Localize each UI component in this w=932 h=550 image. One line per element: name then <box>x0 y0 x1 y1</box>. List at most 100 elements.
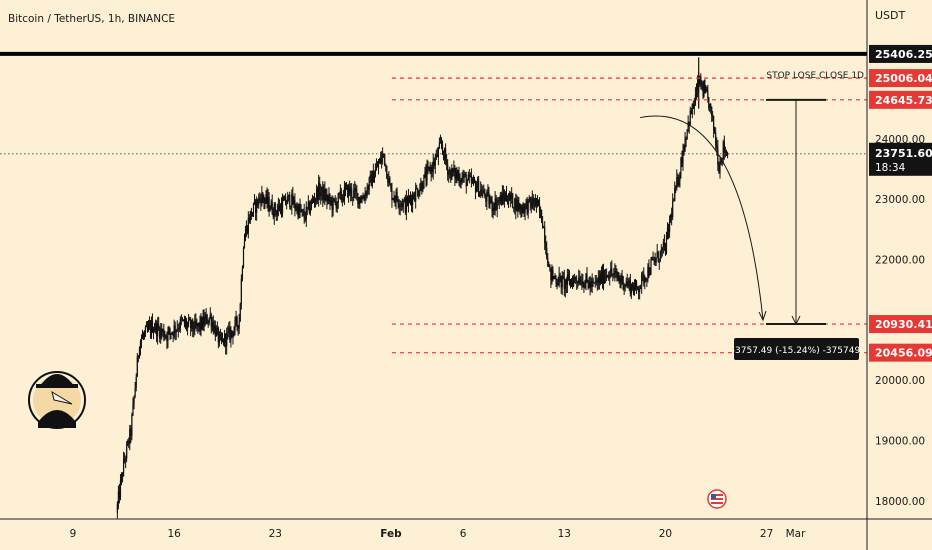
current-price-label-box <box>869 142 932 176</box>
candle-body <box>249 211 251 222</box>
candle-body <box>557 283 559 286</box>
candle-body <box>397 199 399 205</box>
candle-body <box>647 266 649 280</box>
price-level-label-box <box>869 69 932 88</box>
candle-body <box>486 191 488 202</box>
candle-body <box>344 187 347 189</box>
candle-body <box>300 211 302 212</box>
candle-body <box>420 182 422 190</box>
candle-body <box>371 171 373 186</box>
candle-body <box>650 259 652 273</box>
candle-body <box>361 198 363 203</box>
candle-body <box>588 283 590 289</box>
time-axis[interactable]: 9 16 23 Feb 6 13 20 27 Mar <box>70 528 806 540</box>
candle-body <box>172 332 174 336</box>
candle-body <box>239 303 241 322</box>
candle-body <box>226 332 228 347</box>
flag-icon <box>707 489 727 509</box>
candle-body <box>460 181 462 183</box>
candle-body <box>658 260 660 262</box>
price-level-label-box <box>869 90 932 109</box>
candle-body <box>404 198 406 213</box>
candle-body <box>628 280 630 283</box>
candle-body <box>511 193 513 200</box>
candles <box>116 57 729 519</box>
candle-body <box>405 197 407 213</box>
candle-body <box>517 199 519 210</box>
candle-body <box>668 220 671 233</box>
candle-body <box>385 165 387 167</box>
current-price-label: 23751.60 18:34 <box>869 142 932 176</box>
price-axis[interactable]: 25000.0024000.0023000.0022000.0021000.00… <box>869 44 932 508</box>
candle-body <box>321 186 323 193</box>
candle-body <box>166 336 168 341</box>
candle-body <box>636 287 639 289</box>
candle-body <box>280 205 283 214</box>
candle-body <box>422 188 424 191</box>
candle-body <box>286 203 288 205</box>
candle-body <box>719 161 721 174</box>
candle-body <box>618 277 620 279</box>
candle-body <box>626 281 628 286</box>
candle-body <box>279 205 282 211</box>
candle-body <box>616 271 618 277</box>
candle-body <box>167 330 169 341</box>
candle-body <box>141 335 144 339</box>
candle-body <box>261 193 263 204</box>
candle-body <box>248 218 250 222</box>
candle-body <box>453 167 455 173</box>
candle-body <box>574 277 576 279</box>
price-level-label: 20456.09 <box>869 343 932 362</box>
candle-body <box>663 242 666 246</box>
measure-label[interactable]: -3757.49 (-15.24%) -375749 <box>732 338 861 360</box>
candle-body <box>662 242 664 248</box>
candle-body <box>543 227 545 229</box>
price-tick-label: 23000.00 <box>875 194 925 206</box>
candle-body <box>536 200 539 206</box>
candle-body <box>513 207 515 209</box>
candle-body <box>190 320 192 329</box>
time-tick-label: 6 <box>460 528 467 540</box>
candle-body <box>642 273 644 275</box>
candle-body <box>357 193 359 205</box>
candle-body <box>468 174 470 177</box>
candle-body <box>586 274 588 280</box>
candle-body <box>391 189 393 201</box>
candle-body <box>519 203 521 211</box>
candle-body <box>267 197 269 204</box>
candle-body <box>693 104 695 108</box>
candle-body <box>218 334 220 343</box>
candle-body <box>551 270 553 281</box>
plot-area[interactable] <box>0 51 867 519</box>
candle-body <box>579 277 581 285</box>
candle-body <box>340 190 342 200</box>
candle-body <box>160 328 162 339</box>
candle-body <box>197 323 199 327</box>
price-level-label-text: 25406.25 <box>875 48 932 61</box>
candle-body <box>463 174 465 178</box>
candle-body <box>389 178 391 185</box>
candle-body <box>121 473 124 476</box>
candle-body <box>469 176 471 177</box>
candle-body <box>220 336 223 340</box>
candle-body <box>285 196 287 205</box>
candle-body <box>598 276 600 284</box>
candle-body <box>467 174 469 181</box>
candle-body <box>165 336 167 338</box>
candle-body <box>287 196 289 204</box>
candle-body <box>342 197 345 201</box>
candle-body <box>311 199 314 201</box>
price-unit-label: USDT <box>875 9 906 22</box>
candle-body <box>234 320 236 330</box>
candle-body <box>250 211 252 217</box>
candle-body <box>458 174 460 183</box>
candle-body <box>136 356 138 377</box>
candle-body <box>548 264 550 267</box>
candle-body <box>209 314 211 318</box>
candle-body <box>120 473 123 481</box>
candle-body <box>334 200 336 202</box>
candle-body <box>217 328 219 343</box>
candle-body <box>375 165 378 170</box>
candle-body <box>674 187 676 201</box>
